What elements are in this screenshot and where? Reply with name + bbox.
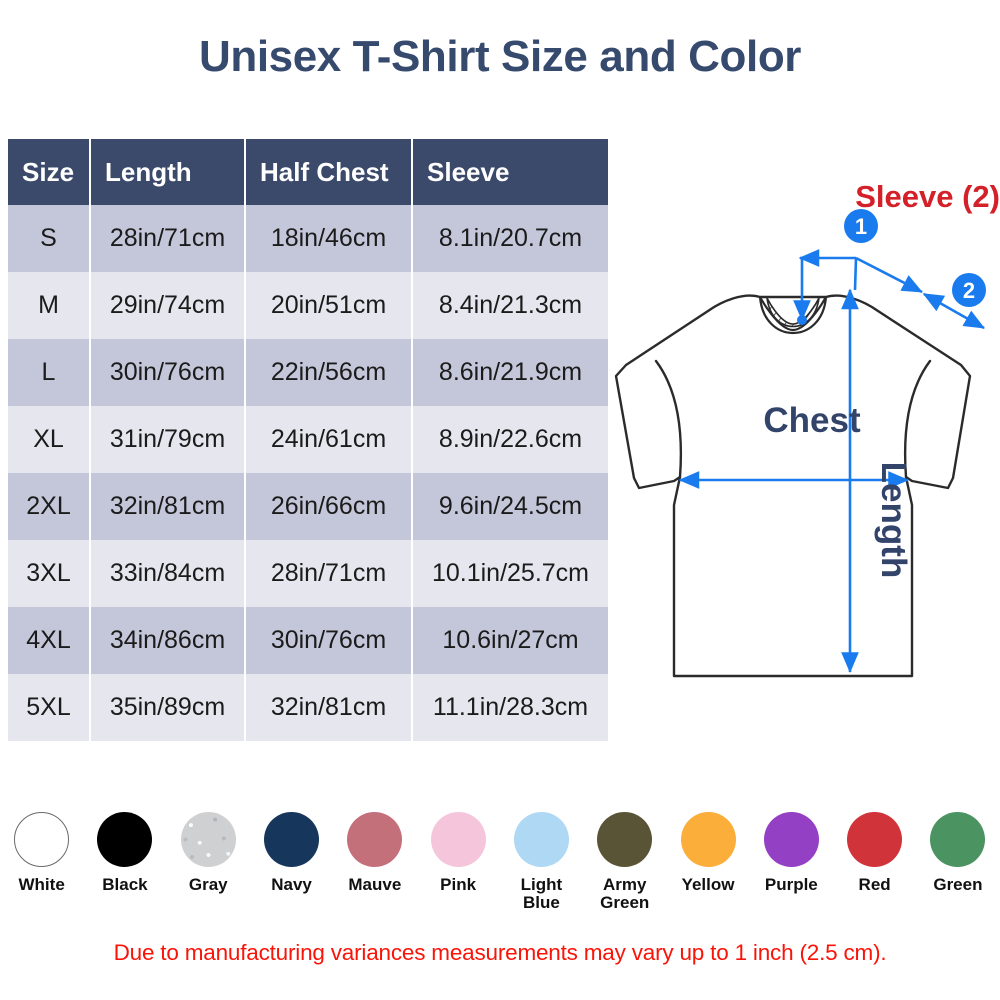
cell-size: M — [8, 272, 91, 339]
color-swatch-label: Mauve — [348, 875, 402, 894]
color-swatch-purple[interactable]: Purple — [750, 812, 833, 894]
page-title: Unisex T-Shirt Size and Color — [198, 32, 802, 81]
tshirt-measurement-diagram: 1 2 Chest Length Sleeve (2) — [612, 180, 1000, 725]
color-swatch-mauve[interactable]: Mauve — [333, 812, 416, 894]
color-swatch-white[interactable]: White — [0, 812, 83, 894]
badge-one: 1 — [844, 209, 878, 243]
cell-half-chest: 26in/66cm — [245, 473, 413, 540]
cell-size: 3XL — [8, 540, 91, 607]
chest-label: Chest — [763, 401, 861, 440]
cell-half-chest: 28in/71cm — [245, 540, 413, 607]
cell-sleeve: 9.6in/24.5cm — [412, 473, 608, 540]
color-dot-icon — [763, 812, 819, 867]
color-swatch-label: Yellow — [681, 875, 735, 894]
cell-size: L — [8, 339, 91, 406]
sleeve-measure-arrows — [793, 249, 985, 330]
color-swatch-black[interactable]: Black — [83, 812, 166, 894]
cell-length: 35in/89cm — [90, 674, 246, 741]
cell-length: 34in/86cm — [90, 607, 246, 674]
color-dot-icon — [597, 812, 653, 867]
cell-half-chest: 24in/61cm — [245, 406, 413, 473]
color-swatch-label: Light Blue — [520, 875, 563, 913]
color-swatch-army-green[interactable]: Army Green — [583, 812, 666, 913]
cell-sleeve: 11.1in/28.3cm — [412, 674, 608, 741]
color-swatch-green[interactable]: Green — [916, 812, 999, 894]
table-row: XL 31in/79cm 24in/61cm 8.9in/22.6cm — [8, 406, 608, 473]
color-swatch-list: White Black Gray Navy Mauve Pink Light Blue Arm… — [0, 812, 1000, 932]
sleeve-anchor-dot — [797, 315, 807, 325]
cell-length: 29in/74cm — [90, 272, 246, 339]
size-chart-table: Size Length Half Chest Sleeve S 28in/71cm… — [8, 139, 608, 741]
color-swatch-label: Purple — [764, 875, 818, 894]
table-row: 5XL 35in/89cm 32in/81cm 11.1in/28.3cm — [8, 674, 608, 741]
color-dot-icon — [847, 812, 903, 867]
cell-half-chest: 32in/81cm — [245, 674, 413, 741]
sleeve-arrow-1 — [855, 256, 923, 294]
color-swatch-label: Black — [102, 875, 148, 894]
table-row: S 28in/71cm 18in/46cm 8.1in/20.7cm — [8, 205, 608, 272]
badge-two-label: 2 — [963, 278, 975, 303]
table-row: 4XL 34in/86cm 30in/76cm 10.6in/27cm — [8, 607, 608, 674]
cell-length: 30in/76cm — [90, 339, 246, 406]
table-row: 3XL 33in/84cm 28in/71cm 10.1in/25.7cm — [8, 540, 608, 607]
table-row: 2XL 32in/81cm 26in/66cm 9.6in/24.5cm — [8, 473, 608, 540]
color-swatch-pink[interactable]: Pink — [416, 812, 499, 894]
length-label: Length — [874, 462, 913, 579]
shirt-outline-icon — [614, 294, 972, 678]
cell-sleeve: 8.9in/22.6cm — [412, 406, 608, 473]
color-swatch-label: Army Green — [600, 875, 650, 913]
cell-sleeve: 10.1in/25.7cm — [412, 540, 608, 607]
cell-sleeve: 8.4in/21.3cm — [412, 272, 608, 339]
color-swatch-yellow[interactable]: Yellow — [666, 812, 749, 894]
cell-size: XL — [8, 406, 91, 473]
badge-two: 2 — [952, 273, 986, 307]
color-swatch-red[interactable]: Red — [833, 812, 916, 894]
cell-sleeve: 10.6in/27cm — [412, 607, 608, 674]
cell-half-chest: 18in/46cm — [245, 205, 413, 272]
color-swatch-label: Pink — [440, 875, 477, 894]
table-header-row: Size Length Half Chest Sleeve — [8, 139, 608, 205]
table-row: L 30in/76cm 22in/56cm 8.6in/21.9cm — [8, 339, 608, 406]
color-swatch-label: Red — [858, 875, 891, 894]
color-swatch-label: Navy — [271, 875, 312, 894]
color-swatch-label: White — [18, 875, 65, 894]
badge-one-label: 1 — [855, 214, 867, 239]
table-row: M 29in/74cm 20in/51cm 8.4in/21.3cm — [8, 272, 608, 339]
color-dot-icon — [680, 812, 736, 867]
color-swatch-light-blue[interactable]: Light Blue — [500, 812, 583, 913]
cell-size: 4XL — [8, 607, 91, 674]
color-dot-icon — [264, 812, 320, 867]
sleeve-arrow-2 — [922, 292, 985, 330]
cell-half-chest: 20in/51cm — [245, 272, 413, 339]
cell-length: 31in/79cm — [90, 406, 246, 473]
cell-length: 28in/71cm — [90, 205, 246, 272]
cell-sleeve: 8.6in/21.9cm — [412, 339, 608, 406]
color-dot-icon — [180, 812, 236, 867]
color-swatch-navy[interactable]: Navy — [250, 812, 333, 894]
color-dot-icon — [930, 812, 986, 867]
cell-size: S — [8, 205, 91, 272]
color-dot-icon — [513, 812, 569, 867]
color-swatch-gray[interactable]: Gray — [167, 812, 250, 894]
color-dot-icon — [97, 812, 153, 867]
cell-size: 2XL — [8, 473, 91, 540]
color-dot-icon — [14, 812, 70, 867]
color-dot-icon — [347, 812, 403, 867]
cell-sleeve: 8.1in/20.7cm — [412, 205, 608, 272]
color-swatch-label: Gray — [188, 875, 228, 894]
disclaimer-note: Due to manufacturing variances measureme… — [113, 940, 887, 965]
column-header-sleeve: Sleeve — [412, 139, 608, 205]
column-header-half-chest: Half Chest — [245, 139, 413, 205]
cell-length: 33in/84cm — [90, 540, 246, 607]
cell-half-chest: 22in/56cm — [245, 339, 413, 406]
sleeve-label: Sleeve (2) — [855, 180, 1000, 214]
cell-length: 32in/81cm — [90, 473, 246, 540]
cell-half-chest: 30in/76cm — [245, 607, 413, 674]
column-header-size: Size — [8, 139, 91, 205]
color-dot-icon — [430, 812, 486, 867]
cell-size: 5XL — [8, 674, 91, 741]
column-header-length: Length — [90, 139, 246, 205]
color-swatch-label: Green — [933, 875, 983, 894]
